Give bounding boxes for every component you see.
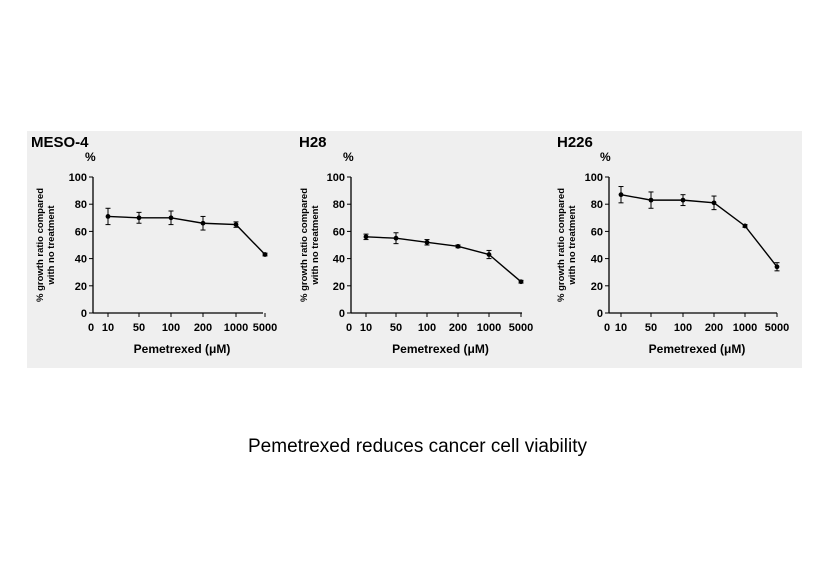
- x-tick-label: 5000: [509, 322, 533, 334]
- y-axis-label-line: with no treatment: [567, 205, 578, 286]
- y-axis-label: % growth ratio comparedwith no treatment: [299, 188, 321, 302]
- data-point: [105, 214, 111, 219]
- data-point: [393, 235, 399, 241]
- data-point: [262, 252, 268, 257]
- x-tick-label: 1000: [733, 322, 757, 334]
- y-tick-label: 20: [333, 281, 345, 293]
- data-point: [680, 197, 686, 203]
- y-axis-label-line: with no treatment: [310, 205, 321, 286]
- y-axis-label-line: % growth ratio compared: [35, 188, 46, 302]
- y-axis-label-line: % growth ratio compared: [299, 188, 310, 302]
- x-axis-label: Pemetrexed (μM): [392, 342, 489, 356]
- y-tick-label: 80: [591, 199, 603, 211]
- data-point: [455, 243, 461, 249]
- data-point: [711, 200, 717, 206]
- y-tick-label: 80: [333, 199, 345, 211]
- x-tick-label: 10: [360, 322, 372, 334]
- y-tick-label: 60: [333, 226, 345, 238]
- data-point: [518, 279, 524, 285]
- x-tick-label: 0: [604, 322, 610, 334]
- x-tick-label: 10: [615, 322, 627, 334]
- y-tick-label: 20: [75, 281, 87, 293]
- x-tick-label: 0: [88, 322, 94, 334]
- x-tick-label: 100: [674, 322, 692, 334]
- y-unit-label: %: [600, 150, 611, 164]
- y-axis-label: % growth ratio comparedwith no treatment: [556, 188, 578, 302]
- y-tick-label: 0: [597, 308, 603, 320]
- x-tick-label: 10: [102, 322, 114, 334]
- x-tick-label: 5000: [253, 322, 277, 334]
- y-unit-label: %: [85, 150, 96, 164]
- data-point: [618, 192, 624, 198]
- figure-caption: Pemetrexed reduces cancer cell viability: [248, 436, 587, 457]
- data-point: [233, 222, 239, 227]
- x-tick-label: 50: [133, 322, 145, 334]
- x-tick-label: 50: [645, 322, 657, 334]
- data-point: [742, 223, 748, 229]
- data-point: [136, 215, 142, 221]
- x-tick-label: 1000: [477, 322, 501, 334]
- y-tick-label: 60: [75, 226, 87, 238]
- x-tick-label: 200: [449, 322, 467, 334]
- y-tick-label: 40: [75, 254, 87, 266]
- x-axis-label: Pemetrexed (μM): [134, 342, 231, 356]
- x-tick-label: 5000: [765, 322, 789, 334]
- series-line: [620, 193, 778, 268]
- data-point: [486, 252, 492, 257]
- panel-title: H226: [557, 134, 593, 151]
- data-point: [200, 220, 206, 226]
- data-point: [774, 264, 780, 270]
- y-tick-label: 100: [585, 172, 603, 184]
- panel-title: MESO-4: [31, 134, 89, 151]
- x-tick-label: 0: [346, 322, 352, 334]
- y-tick-label: 0: [339, 308, 345, 320]
- x-tick-label: 200: [705, 322, 723, 334]
- x-tick-label: 100: [418, 322, 436, 334]
- y-tick-label: 40: [591, 254, 603, 266]
- y-unit-label: %: [343, 150, 354, 164]
- x-axis-label: Pemetrexed (μM): [649, 342, 746, 356]
- y-axis-label-line: with no treatment: [46, 205, 57, 286]
- y-axis-label: % growth ratio comparedwith no treatment: [35, 188, 57, 302]
- data-point: [363, 234, 369, 240]
- data-point: [648, 197, 654, 203]
- x-tick-label: 100: [162, 322, 180, 334]
- y-tick-label: 60: [591, 226, 603, 238]
- y-tick-label: 100: [327, 172, 345, 184]
- panel-title: H28: [299, 134, 327, 151]
- data-point: [168, 215, 174, 221]
- x-tick-label: 200: [194, 322, 212, 334]
- x-tick-label: 1000: [224, 322, 248, 334]
- y-axis-label-line: % growth ratio compared: [556, 188, 567, 302]
- y-tick-label: 80: [75, 199, 87, 211]
- series-line: [365, 236, 522, 283]
- figure-panel: MESO-4% 0 20 40 60 80 100 0 10 50 100 200 1000 5000% …: [27, 131, 802, 368]
- y-tick-label: 20: [591, 281, 603, 293]
- data-point: [424, 239, 430, 245]
- y-tick-label: 100: [69, 172, 87, 184]
- series-line: [107, 215, 266, 256]
- y-tick-label: 40: [333, 254, 345, 266]
- x-tick-label: 50: [390, 322, 402, 334]
- y-tick-label: 0: [81, 308, 87, 320]
